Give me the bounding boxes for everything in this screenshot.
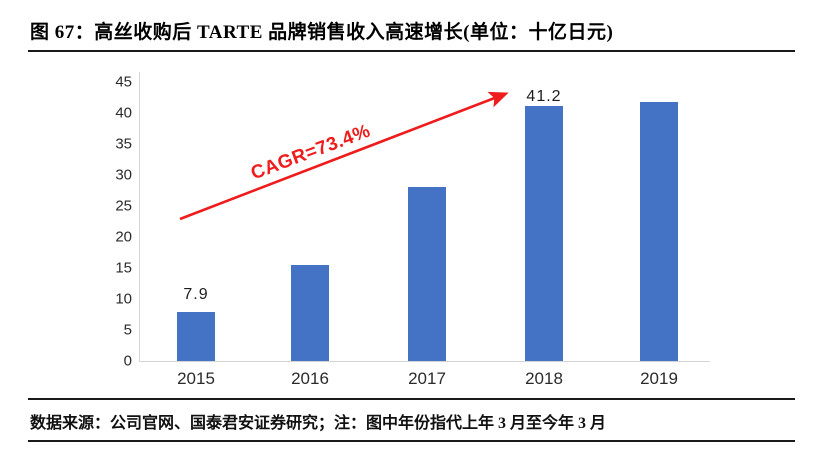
bar-value-label-2018: 41.2 [526,88,562,105]
bars-container [140,72,710,361]
bar-value-label-2015: 7.9 [183,286,209,303]
chart-canvas: 45 40 35 30 25 20 15 10 5 0 7.9 [0,52,822,397]
title-divider-rule [28,50,795,52]
bar-2016[interactable] [291,265,329,361]
y-axis-tick-10: 10 [115,290,132,308]
bar-2015[interactable] [177,312,215,361]
figure-footer-bar: 数据来源：公司官网、国泰君安证券研究；注：图中年份指代上年 3 月至今年 3 月 [30,404,795,438]
x-axis-tick-2017: 2017 [408,369,446,388]
x-axis-tick-2019: 2019 [640,369,678,388]
y-axis-tick-30: 30 [115,166,132,184]
bar-2017[interactable] [408,187,446,361]
x-axis-tick-2015: 2015 [177,369,215,388]
bar-2019[interactable] [640,102,678,361]
y-axis-tick-0: 0 [123,352,132,370]
x-axis-tick-2018: 2018 [525,369,563,388]
figure-title-bar: 图 67：高丝收购后 TARTE 品牌销售收入高速增长(单位：十亿日元) [30,12,795,48]
y-axis-tick-5: 5 [123,321,132,339]
y-axis-tick-25: 25 [115,197,132,215]
chart-plot-area: 45 40 35 30 25 20 15 10 5 0 7.9 [115,72,710,388]
y-axis-tick-15: 15 [115,259,132,277]
y-axis-tick-40: 40 [115,104,132,122]
y-axis-tick-35: 35 [115,135,132,153]
chart-divider-rule [28,398,795,400]
x-axis-tick-2016: 2016 [291,369,329,388]
y-axis-tick-45: 45 [115,73,132,91]
page-title: 图 67：高丝收购后 TARTE 品牌销售收入高速增长(单位：十亿日元) [30,21,614,43]
bar-2018[interactable] [525,106,563,361]
source-note: 数据来源：公司官网、国泰君安证券研究；注：图中年份指代上年 3 月至今年 3 月 [30,415,607,432]
x-axis-line [140,361,710,362]
footer-divider-rule [28,440,795,442]
y-axis-tick-20: 20 [115,228,132,246]
y-axis-line [139,72,140,362]
